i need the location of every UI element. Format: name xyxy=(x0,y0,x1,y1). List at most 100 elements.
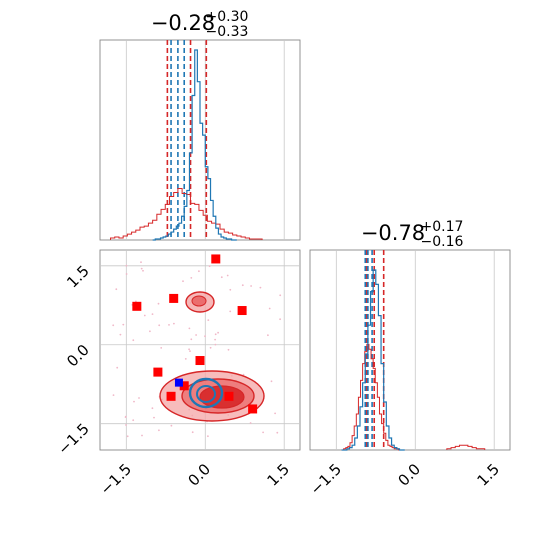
panel-2d-y-tick-labels: −1.5 0.0 1.5 xyxy=(54,262,92,458)
sample-dot xyxy=(270,380,273,383)
sample-dot xyxy=(279,318,281,321)
title-param2-median: −0.78 xyxy=(361,221,425,245)
sample-dot xyxy=(274,412,276,415)
sample-dot xyxy=(149,330,151,333)
sample-dot xyxy=(182,280,184,283)
sample-dot xyxy=(226,274,229,277)
hist-param2-x-tick-labels: −1.5 0.0 1.5 xyxy=(307,460,503,498)
sample-dot xyxy=(138,397,140,399)
sample-dot xyxy=(208,265,211,268)
sample-dot xyxy=(125,264,128,267)
sample-dot xyxy=(168,324,170,326)
sample-dot xyxy=(217,331,220,334)
panel-hist-param1: −0.28 +0.30 −0.33 xyxy=(99,9,301,241)
x-tick-label: 1.5 xyxy=(263,460,293,490)
y-tick-label: 0.0 xyxy=(63,341,93,371)
sample-dot xyxy=(151,407,154,410)
x-tick-label: −1.5 xyxy=(97,460,135,498)
sample-dot xyxy=(190,338,193,341)
sample-dot xyxy=(112,324,115,327)
hist-param1-red-series xyxy=(110,188,263,240)
sample-dot xyxy=(158,429,160,432)
sample-dot xyxy=(119,333,122,336)
marker-square xyxy=(195,356,205,366)
sample-dot xyxy=(116,366,119,369)
sample-dot xyxy=(214,333,217,336)
sample-dot xyxy=(204,335,206,338)
x-tick-label: 0.0 xyxy=(184,460,214,490)
sample-dot xyxy=(249,422,252,424)
sample-dot xyxy=(188,327,191,330)
marker-square xyxy=(211,254,221,264)
sample-dot xyxy=(220,276,223,279)
panel-2d-frame xyxy=(99,249,301,451)
sample-dot xyxy=(173,322,175,325)
blue-contours xyxy=(188,377,224,409)
sample-dot xyxy=(189,350,191,352)
sample-dot xyxy=(143,314,146,317)
sample-dot xyxy=(262,431,264,434)
sample-dot xyxy=(115,288,118,291)
marker-points xyxy=(132,254,258,414)
title-param2-lower: −0.16 xyxy=(421,234,464,250)
sample-dot xyxy=(126,435,129,438)
marker-square xyxy=(132,301,142,311)
sample-dot xyxy=(229,288,232,291)
sample-dot xyxy=(259,286,262,289)
sample-dot xyxy=(198,270,200,273)
sample-dot xyxy=(227,348,230,351)
red-contour-upper-island-core xyxy=(191,295,207,307)
sample-dot xyxy=(132,419,135,422)
sample-dot xyxy=(141,434,143,437)
sample-dot xyxy=(132,339,135,342)
sample-dot xyxy=(151,313,154,315)
sample-dot xyxy=(188,348,191,351)
red-contours xyxy=(159,291,265,422)
sample-dot xyxy=(207,435,209,438)
sample-dot xyxy=(125,424,127,426)
truth-marker xyxy=(174,378,183,387)
title-param1-median: −0.28 xyxy=(151,11,215,35)
title-param1: −0.28 xyxy=(151,11,215,35)
sample-dot xyxy=(140,267,143,270)
sample-dot xyxy=(140,261,142,264)
panel-2d-x-tick-labels: −1.5 0.0 1.5 xyxy=(97,460,293,498)
title-param2-upper: +0.17 xyxy=(421,219,464,235)
blue-contour-inner xyxy=(196,385,216,403)
sample-dot xyxy=(279,294,282,297)
sample-dot xyxy=(158,324,161,327)
sample-dot xyxy=(214,343,217,346)
sample-dot xyxy=(124,416,127,418)
sample-dot xyxy=(276,431,279,434)
sample-dot xyxy=(209,346,212,349)
y-tick-label: −1.5 xyxy=(54,420,92,458)
panel-hist-param1-frame xyxy=(99,39,301,241)
panel-hist-param2-frame xyxy=(309,249,511,451)
hist-param2-red-tail xyxy=(446,444,486,450)
sample-dot xyxy=(157,302,160,305)
marker-square xyxy=(237,306,247,316)
y-tick-label: 1.5 xyxy=(63,262,93,292)
hist-param2-grid xyxy=(335,250,495,450)
title-param1-upper: +0.30 xyxy=(206,9,249,25)
blue-contour-outer xyxy=(188,377,224,409)
sample-dot xyxy=(133,400,135,403)
marker-square xyxy=(248,404,258,414)
sample-dot xyxy=(242,373,245,376)
sample-dot xyxy=(160,347,163,349)
panel-2d: −1.5 0.0 1.5 −1.5 0.0 1.5 xyxy=(54,249,301,499)
sample-dot xyxy=(170,424,173,427)
sample-dot xyxy=(241,284,244,287)
sample-dot xyxy=(195,334,198,336)
sample-dot xyxy=(268,307,271,310)
sample-dot xyxy=(190,277,193,279)
panel-hist-param2: −1.5 0.0 1.5 −0.78 +0.17 −0.16 xyxy=(307,219,511,499)
hist-param1-quantiles xyxy=(166,40,208,240)
x-tick-label: 1.5 xyxy=(473,460,503,490)
sample-dot xyxy=(214,338,217,341)
hist-param2-blue-series xyxy=(341,269,405,451)
sample-dot xyxy=(250,285,253,287)
sample-dot xyxy=(142,269,144,272)
marker-square xyxy=(224,391,234,401)
